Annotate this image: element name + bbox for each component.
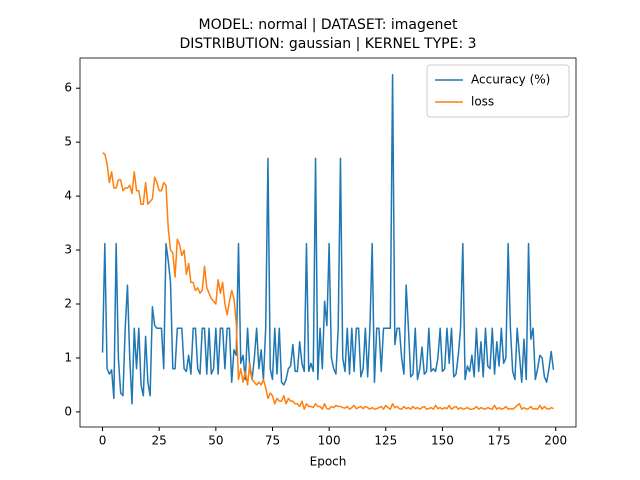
x-tick-label: 100 xyxy=(318,434,341,448)
line-series xyxy=(101,73,555,405)
y-tick-label: 2 xyxy=(64,297,72,311)
x-axis-label: Epoch xyxy=(310,455,347,469)
x-tick-label: 125 xyxy=(374,434,397,448)
chart-title: DISTRIBUTION: gaussian | KERNEL TYPE: 3 xyxy=(179,36,476,52)
x-tick-label: 25 xyxy=(152,434,167,448)
x-tick-label: 150 xyxy=(431,434,454,448)
x-tick-label: 175 xyxy=(488,434,511,448)
x-tick-label: 50 xyxy=(208,434,223,448)
legend-box xyxy=(426,64,570,118)
x-tick-label: 200 xyxy=(544,434,567,448)
legend-label: loss xyxy=(471,95,494,109)
y-tick-label: 1 xyxy=(64,350,72,364)
x-tick-label: 75 xyxy=(265,434,280,448)
legend-label: Accuracy (%) xyxy=(471,73,550,87)
x-tick-label: 0 xyxy=(99,434,107,448)
line-series xyxy=(102,152,554,410)
plot-frame xyxy=(79,57,577,428)
y-tick-label: 5 xyxy=(64,135,72,149)
chart-title: MODEL: normal | DATASET: imagenet xyxy=(199,17,458,33)
y-tick-label: 0 xyxy=(64,404,72,418)
y-tick-label: 6 xyxy=(64,81,72,95)
y-tick-label: 4 xyxy=(64,189,72,203)
y-tick-label: 3 xyxy=(64,243,72,257)
